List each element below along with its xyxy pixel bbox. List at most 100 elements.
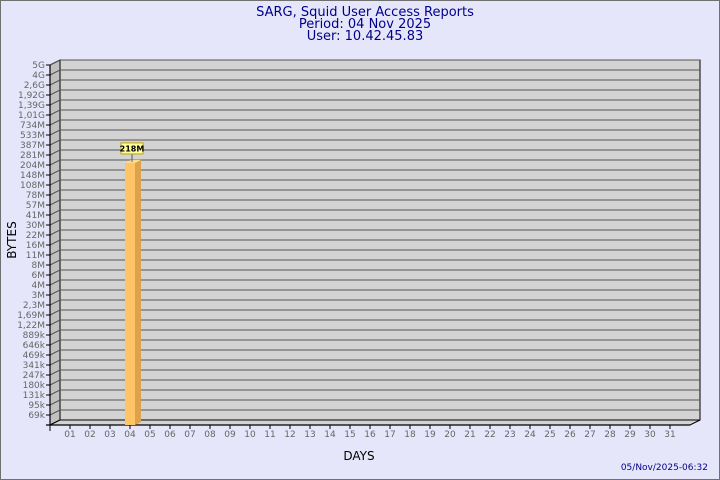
y-tick-label: 22M bbox=[26, 231, 45, 241]
x-tick-label: 14 bbox=[324, 430, 336, 440]
y-axis-label: BYTES bbox=[5, 221, 19, 258]
gridline-side bbox=[49, 149, 61, 156]
gridline-side bbox=[49, 239, 61, 246]
gridline-side bbox=[49, 259, 61, 266]
y-tick-label: 1,39G bbox=[18, 101, 45, 111]
gridline-side bbox=[49, 179, 61, 186]
y-tick-label: 8M bbox=[32, 261, 46, 271]
x-tick-label: 04 bbox=[124, 430, 136, 440]
y-tick-label: 247k bbox=[23, 371, 46, 381]
gridline-side bbox=[49, 139, 61, 146]
gridline-side bbox=[49, 199, 61, 206]
gridline-side bbox=[49, 59, 61, 66]
x-tick-label: 18 bbox=[404, 430, 416, 440]
gridline-side bbox=[49, 309, 61, 316]
gridline-side bbox=[49, 109, 61, 116]
gridline-side bbox=[49, 159, 61, 166]
x-tick-label: 16 bbox=[364, 430, 376, 440]
chart-user: User: 10.42.45.83 bbox=[307, 29, 423, 44]
x-tick-label: 10 bbox=[244, 430, 256, 440]
y-tick-label: 148M bbox=[20, 171, 45, 181]
x-tick-label: 24 bbox=[524, 430, 536, 440]
y-tick-label: 131k bbox=[23, 391, 46, 401]
y-tick-label: 69k bbox=[28, 411, 45, 421]
chart-period: Period: 04 Nov 2025 bbox=[299, 17, 431, 32]
gridline-side bbox=[49, 329, 61, 336]
x-tick-label: 03 bbox=[104, 430, 115, 440]
bar-side bbox=[135, 159, 141, 425]
y-tick-label: 4G bbox=[32, 71, 45, 81]
bar-front bbox=[125, 162, 135, 425]
x-tick-label: 15 bbox=[344, 430, 355, 440]
x-tick-label: 29 bbox=[624, 430, 636, 440]
y-tick-label: 5G bbox=[32, 61, 45, 71]
y-tick-label: 6M bbox=[32, 271, 46, 281]
y-tick-label: 2,3M bbox=[23, 301, 45, 311]
y-tick-label: 889k bbox=[23, 331, 46, 341]
y-tick-label: 469k bbox=[23, 351, 46, 361]
chart-title: SARG, Squid User Access Reports bbox=[256, 5, 474, 20]
data-label: 218M bbox=[120, 144, 145, 153]
gridline-side bbox=[49, 189, 61, 196]
y-tick-label: 57M bbox=[26, 201, 45, 211]
data-label-box bbox=[120, 142, 144, 155]
gridline-side bbox=[49, 119, 61, 126]
y-tick-label: 1,22M bbox=[17, 321, 45, 331]
y-tick-label: 30M bbox=[26, 221, 45, 231]
gridline-side bbox=[49, 229, 61, 236]
x-axis-label: DAYS bbox=[343, 449, 374, 463]
y-tick-label: 1,92G bbox=[18, 91, 45, 101]
y-tick-label: 281M bbox=[20, 151, 45, 161]
x-tick-label: 06 bbox=[164, 430, 176, 440]
x-tick-label: 28 bbox=[604, 430, 616, 440]
x-tick-label: 23 bbox=[504, 430, 515, 440]
gridline-side bbox=[49, 249, 61, 256]
x-tick-label: 21 bbox=[464, 430, 475, 440]
gridline-side bbox=[49, 389, 61, 396]
x-tick-label: 13 bbox=[304, 430, 315, 440]
gridline-side bbox=[49, 349, 61, 356]
generated-timestamp: 05/Nov/2025-06:32 bbox=[621, 463, 708, 473]
x-tick-label: 17 bbox=[384, 430, 395, 440]
x-tick-label: 22 bbox=[484, 430, 495, 440]
gridline-side bbox=[49, 79, 61, 86]
x-tick-label: 11 bbox=[264, 430, 275, 440]
y-tick-label: 1,69M bbox=[17, 311, 45, 321]
x-tick-label: 30 bbox=[644, 430, 656, 440]
y-tick-label: 41M bbox=[26, 211, 45, 221]
x-tick-label: 05 bbox=[144, 430, 155, 440]
gridline-side bbox=[49, 369, 61, 376]
x-tick-label: 27 bbox=[584, 430, 595, 440]
gridline-side bbox=[49, 99, 61, 106]
y-tick-label: 2,6G bbox=[24, 81, 45, 91]
gridline-side bbox=[49, 89, 61, 96]
gridline-side bbox=[49, 299, 61, 306]
x-tick-label: 31 bbox=[664, 430, 675, 440]
y-tick-label: 341k bbox=[23, 361, 46, 371]
y-tick-label: 533M bbox=[20, 131, 45, 141]
gridline-side bbox=[49, 219, 61, 226]
y-tick-label: 11M bbox=[26, 251, 45, 261]
y-tick-label: 1,01G bbox=[18, 111, 45, 121]
y-tick-label: 180k bbox=[23, 381, 46, 391]
floor bbox=[49, 419, 701, 426]
x-tick-label: 26 bbox=[564, 430, 576, 440]
y-tick-label: 4M bbox=[32, 281, 46, 291]
y-tick-label: 108M bbox=[20, 181, 45, 191]
y-tick-label: 95k bbox=[28, 401, 45, 411]
y-tick-label: 3M bbox=[32, 291, 46, 301]
gridline-side bbox=[49, 319, 61, 326]
x-tick-label: 07 bbox=[184, 430, 195, 440]
gridline-side bbox=[49, 409, 61, 416]
x-tick-label: 12 bbox=[284, 430, 295, 440]
y-tick-label: 204M bbox=[20, 161, 45, 171]
x-tick-label: 19 bbox=[424, 430, 436, 440]
gridline-side bbox=[49, 289, 61, 296]
x-tick-label: 01 bbox=[64, 430, 75, 440]
x-tick-label: 25 bbox=[544, 430, 555, 440]
y-tick-label: 78M bbox=[26, 191, 45, 201]
gridline-side bbox=[49, 339, 61, 346]
gridline-side bbox=[49, 269, 61, 276]
x-tick-label: 20 bbox=[444, 430, 456, 440]
